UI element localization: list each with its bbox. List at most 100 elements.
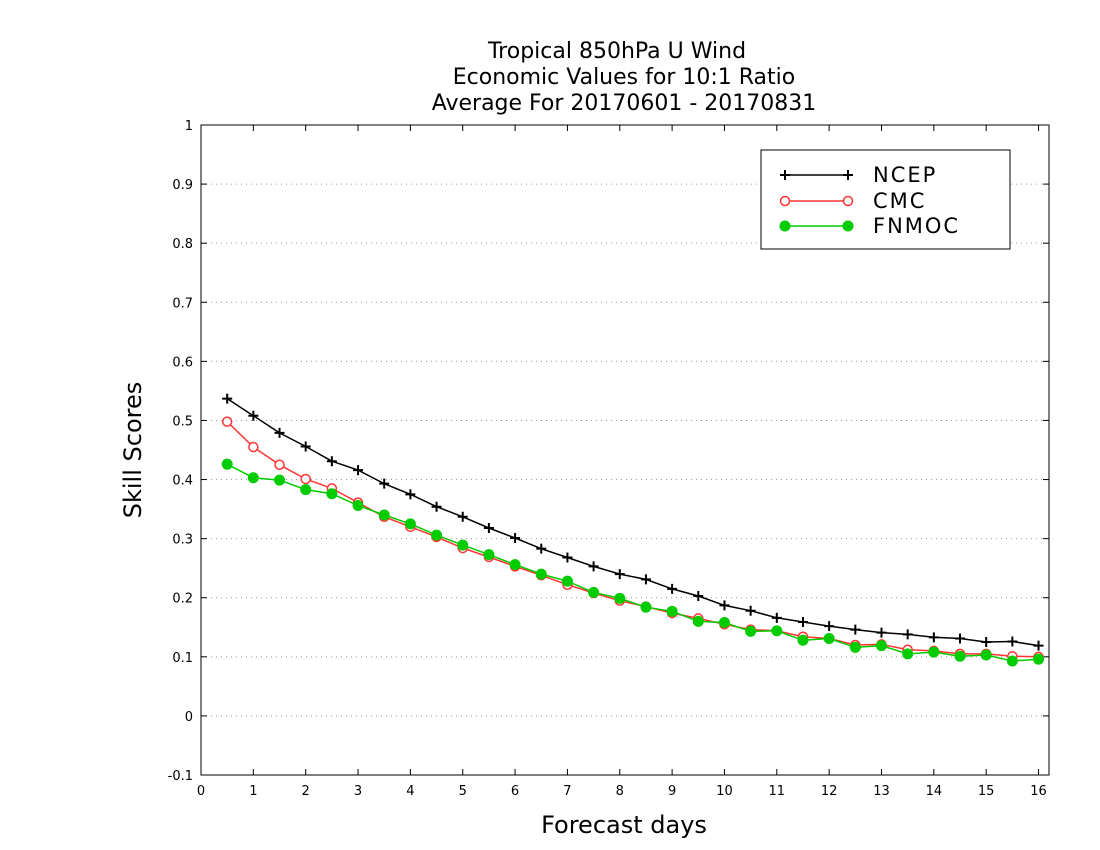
data-point-fnmoc xyxy=(221,458,233,470)
data-point-ncep xyxy=(1007,636,1018,647)
legend-marker-cmc xyxy=(779,195,791,207)
x-tick-label: 7 xyxy=(563,784,571,799)
legend-items xyxy=(779,170,854,232)
data-point-ncep xyxy=(457,511,468,522)
data-point-fnmoc xyxy=(509,559,521,571)
y-tick-label: 0.7 xyxy=(172,296,193,311)
data-point-fnmoc xyxy=(1006,655,1018,667)
data-point-ncep xyxy=(379,478,390,489)
data-point-ncep xyxy=(483,523,494,533)
title-line-2: Economic Values for 10:1 Ratio xyxy=(453,65,795,90)
data-point-fnmoc xyxy=(718,617,730,629)
data-point-fnmoc xyxy=(823,633,835,644)
data-point-fnmoc xyxy=(666,605,678,617)
y-tick-label: -0.1 xyxy=(168,769,193,784)
data-point-fnmoc xyxy=(980,649,992,661)
data-point-ncep xyxy=(667,583,678,594)
data-point-ncep xyxy=(300,441,311,452)
data-point-ncep xyxy=(640,574,651,585)
x-tick-label: 9 xyxy=(668,784,676,799)
data-point-ncep xyxy=(981,637,992,648)
chart-title: Tropical 850hPa U Wind Economic Values f… xyxy=(432,39,817,116)
data-point-fnmoc xyxy=(404,518,416,530)
x-tick-label: 8 xyxy=(616,784,624,799)
legend-label-cmc: CMC xyxy=(873,189,926,213)
x-axis: 0 1 2 3 4 5 6 7 8 9 10 11 12 13 14 15 16 xyxy=(197,125,1047,799)
data-point-fnmoc xyxy=(902,648,914,660)
data-point-fnmoc xyxy=(954,650,966,662)
data-point-ncep xyxy=(745,605,756,616)
y-tick-label: 0.9 xyxy=(172,178,193,193)
data-point-ncep xyxy=(248,410,259,421)
y-axis: -0.1 0 0.1 0.2 0.3 0.4 0.5 0.6 0.7 0.8 0.9 1 xyxy=(168,119,1049,784)
data-point-fnmoc xyxy=(247,472,259,484)
y-axis-title: Skill Scores xyxy=(119,382,147,519)
data-point-ncep xyxy=(274,427,285,438)
legend-marker-fnmoc xyxy=(842,220,854,232)
data-point-fnmoc xyxy=(588,586,600,598)
title-line-3: Average For 20170601 - 20170831 xyxy=(432,91,817,116)
series-layer xyxy=(221,393,1045,667)
series-fnmoc xyxy=(221,458,1045,667)
data-point-cmc xyxy=(274,459,285,471)
data-point-ncep xyxy=(222,393,233,404)
x-tick-label: 13 xyxy=(873,784,890,799)
title-line-1: Tropical 850hPa U Wind xyxy=(487,39,746,64)
x-tick-label: 5 xyxy=(459,784,467,799)
data-point-fnmoc xyxy=(771,625,783,637)
series-cmc xyxy=(221,416,1044,663)
x-tick-label: 10 xyxy=(716,784,733,799)
data-point-ncep xyxy=(431,501,442,512)
data-point-ncep xyxy=(510,533,521,544)
data-point-ncep xyxy=(771,612,782,623)
x-tick-label: 4 xyxy=(406,784,414,799)
y-tick-label: 0.2 xyxy=(172,592,193,607)
data-point-ncep xyxy=(614,569,625,580)
y-tick-label: 1 xyxy=(185,119,193,134)
legend-marker-ncep xyxy=(843,170,853,180)
data-point-fnmoc xyxy=(745,625,757,637)
data-point-ncep xyxy=(824,621,835,632)
data-point-ncep xyxy=(850,624,861,635)
y-tick-label: 0 xyxy=(185,710,193,725)
data-point-ncep xyxy=(719,600,730,611)
data-point-fnmoc xyxy=(352,500,364,512)
data-point-fnmoc xyxy=(928,646,940,658)
data-point-ncep xyxy=(353,465,364,476)
data-point-fnmoc xyxy=(1033,653,1045,665)
y-tick-label: 0.4 xyxy=(172,474,193,489)
data-point-fnmoc xyxy=(614,592,626,604)
x-tick-label: 6 xyxy=(511,784,519,799)
data-point-fnmoc xyxy=(640,601,652,613)
x-tick-label: 2 xyxy=(302,784,310,799)
data-point-fnmoc xyxy=(875,640,887,652)
data-point-fnmoc xyxy=(431,529,443,541)
legend-label-ncep: NCEP xyxy=(873,163,937,187)
y-tick-label: 0.3 xyxy=(172,533,193,548)
data-point-fnmoc xyxy=(326,488,338,500)
legend-label-fnmoc: FNMOC xyxy=(873,214,960,238)
data-point-fnmoc xyxy=(849,641,861,653)
data-point-fnmoc xyxy=(483,549,495,561)
data-point-ncep xyxy=(955,633,966,644)
data-point-fnmoc xyxy=(561,575,573,587)
series-line-fnmoc xyxy=(226,463,1039,662)
plot-area xyxy=(200,124,1050,776)
legend-marker-cmc xyxy=(842,195,854,207)
data-point-ncep xyxy=(1033,640,1044,651)
data-point-cmc xyxy=(248,441,259,453)
y-tick-label: 0.5 xyxy=(172,414,193,429)
series-line-cmc xyxy=(226,421,1039,658)
x-axis-title: Forecast days xyxy=(541,811,707,839)
data-point-fnmoc xyxy=(797,634,809,646)
x-tick-label: 14 xyxy=(926,784,943,799)
data-point-fnmoc xyxy=(274,474,286,486)
legend-marker-ncep xyxy=(780,170,790,180)
data-point-fnmoc xyxy=(535,568,547,580)
data-point-fnmoc xyxy=(378,509,390,521)
data-point-ncep xyxy=(588,561,599,572)
legend-marker-fnmoc xyxy=(779,220,791,232)
x-tick-label: 12 xyxy=(821,784,838,799)
legend: NCEP CMC FNMOC xyxy=(760,149,1011,250)
data-point-cmc xyxy=(300,473,311,485)
